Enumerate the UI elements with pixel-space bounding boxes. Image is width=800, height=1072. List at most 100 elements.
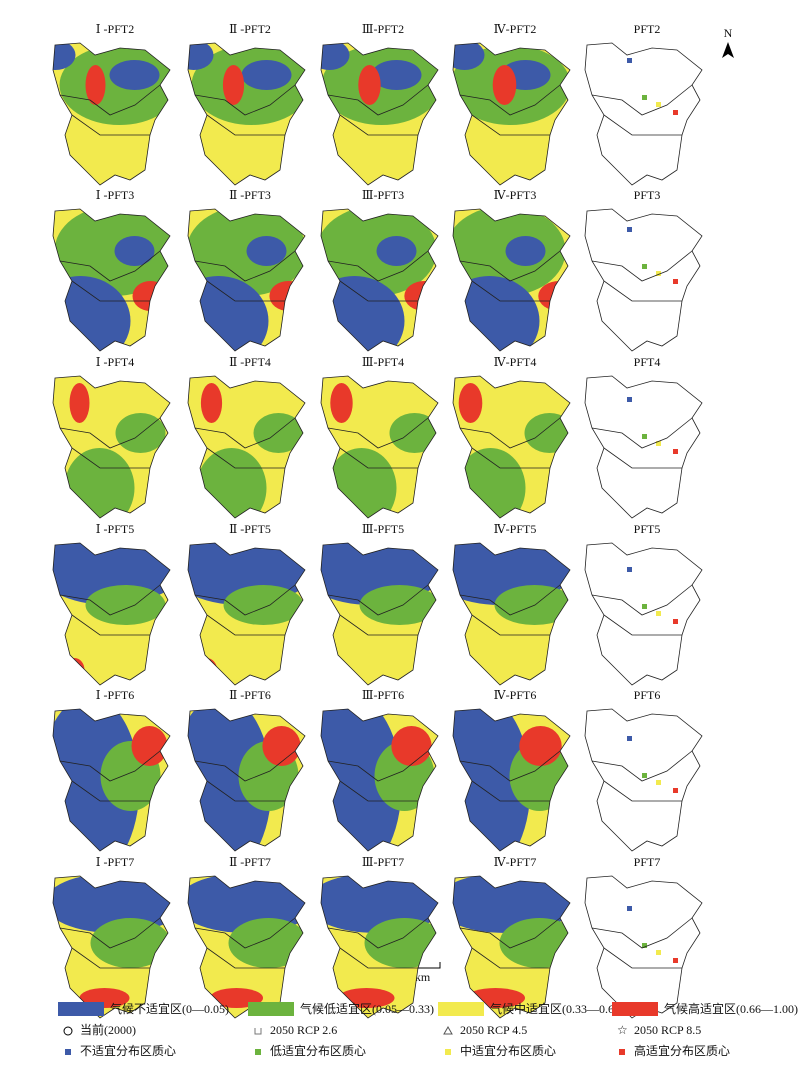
region-outline [452, 375, 571, 519]
map-fill [453, 376, 570, 518]
legend-swatch [58, 1002, 104, 1016]
legend-label: 气候低适宜区(0.05—0.33) [300, 1001, 434, 1016]
region-border [194, 250, 296, 302]
centroid [656, 780, 661, 785]
zone [132, 281, 169, 311]
map-panel: Ⅳ-PFT4 [452, 355, 571, 519]
panel-title: Ⅰ -PFT3 [96, 188, 134, 202]
centroid [642, 434, 647, 439]
region-outline [452, 42, 571, 186]
zone [246, 236, 287, 266]
legend-label: 气候中适宜区(0.33—0.66) [490, 1001, 624, 1016]
legend-swatch [255, 1049, 261, 1055]
centroid [627, 397, 632, 402]
map-panel: Ⅰ -PFT7 [52, 855, 171, 1019]
centroid [642, 773, 647, 778]
panel-title: Ⅳ-PFT7 [494, 855, 537, 869]
zone [359, 585, 438, 625]
marker-symbol: ☆ [617, 1023, 628, 1037]
zone [223, 585, 304, 625]
region-border [59, 84, 161, 136]
centroid [627, 736, 632, 741]
map-fill [321, 876, 438, 1018]
region-border [59, 584, 161, 636]
centroid [642, 264, 647, 269]
zone [200, 383, 223, 423]
centroid [673, 788, 678, 793]
legend-label: 当前(2000) [80, 1022, 136, 1037]
map-fill [53, 543, 170, 685]
region-border [59, 917, 161, 969]
map-panel: PFT6 [584, 688, 703, 852]
panel-title: Ⅱ -PFT7 [229, 855, 271, 869]
region-border [327, 84, 429, 136]
centroid [627, 567, 632, 572]
north-arrow: N [722, 26, 734, 58]
zone [196, 448, 267, 518]
map-fill [453, 709, 570, 851]
map-panel: Ⅱ -PFT6 [187, 688, 306, 852]
region-border [59, 250, 161, 302]
legend-label: 高适宜分布区质心 [634, 1043, 730, 1058]
region-outline [52, 42, 171, 186]
zone [269, 281, 305, 311]
centroid [656, 102, 661, 107]
zone [358, 65, 381, 105]
region-outline [52, 708, 171, 852]
centroid [656, 611, 661, 616]
zone [90, 918, 170, 968]
zone [53, 876, 170, 933]
marker-symbol [254, 1028, 262, 1035]
map-fill [453, 43, 570, 185]
region-outline [584, 708, 703, 852]
zone [499, 918, 570, 968]
map-fill [53, 376, 170, 518]
panel-title: Ⅳ-PFT3 [494, 188, 537, 202]
region-outline [187, 542, 306, 686]
map-fill [188, 43, 305, 185]
zone [391, 726, 432, 766]
region-border [59, 417, 161, 469]
zone [519, 726, 562, 766]
region-outline [584, 375, 703, 519]
legend-label: 气候高适宜区(0.66—1.00) [664, 1001, 798, 1016]
region-border [591, 417, 693, 469]
zone [389, 413, 438, 453]
zone [131, 726, 168, 766]
zone [455, 448, 526, 518]
region-outline [320, 208, 439, 352]
marker-symbol [443, 1025, 453, 1035]
region-border [591, 917, 693, 969]
zone [371, 60, 422, 90]
map-fill [188, 709, 305, 851]
centroid [656, 271, 661, 276]
map-fill [321, 209, 438, 351]
legend-label: 气候不适宜区(0—0.05) [110, 1001, 229, 1016]
zone [364, 918, 438, 968]
panel-title: Ⅱ -PFT3 [229, 188, 271, 202]
region-border [459, 750, 561, 802]
north-label: N [724, 26, 733, 40]
map-panel: Ⅰ -PFT4 [52, 355, 171, 519]
zone [321, 276, 405, 351]
centroid [642, 95, 647, 100]
panel-title: Ⅲ-PFT3 [362, 188, 404, 202]
zone [453, 658, 478, 682]
legend-swatch [445, 1049, 451, 1055]
map-panel: Ⅱ -PFT7 [187, 855, 306, 1019]
panel-title: PFT6 [634, 688, 661, 702]
map-panel: Ⅲ-PFT3 [320, 188, 439, 352]
panel-title: Ⅱ -PFT6 [229, 688, 271, 702]
region-border [327, 917, 429, 969]
region-border [194, 750, 296, 802]
zone [85, 585, 166, 625]
region-outline [52, 375, 171, 519]
zone [241, 60, 292, 90]
map-panel: Ⅱ -PFT2 [187, 22, 306, 186]
map-panel: Ⅰ -PFT6 [52, 688, 171, 852]
legend-label: 中适宜分布区质心 [460, 1043, 556, 1058]
map-fill [188, 209, 305, 351]
map-fill [53, 709, 170, 851]
centroid [642, 943, 647, 948]
region-border [194, 417, 296, 469]
